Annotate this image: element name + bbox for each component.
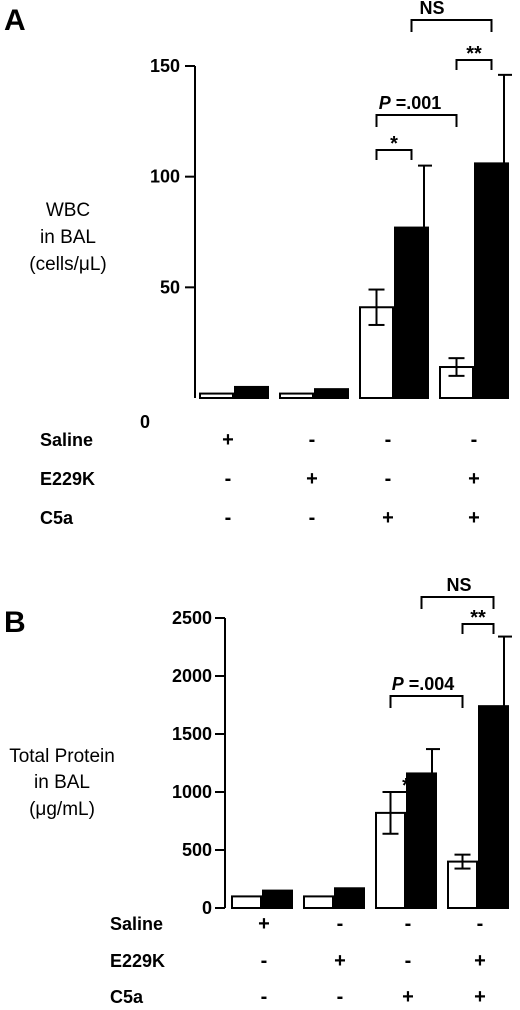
significance-bracket	[420, 596, 495, 609]
condition-label: E229K	[110, 951, 165, 971]
p-symbol: P	[379, 93, 392, 113]
p-value: =.001	[391, 93, 442, 113]
y-axis-label: in BAL	[40, 227, 96, 248]
bar	[279, 392, 314, 400]
ns-label: NS	[419, 0, 444, 18]
condition-sign: -	[225, 507, 232, 529]
condition-sign: -	[309, 429, 316, 451]
condition-sign: -	[385, 429, 392, 451]
condition-sign: -	[261, 986, 268, 1008]
y-tick-label: 2500	[172, 608, 212, 628]
significance-bracket	[375, 149, 413, 160]
condition-sign: +	[306, 468, 318, 490]
condition-sign: -	[337, 986, 344, 1008]
condition-sign: -	[405, 913, 412, 935]
significance-bracket	[389, 791, 423, 802]
condition-sign: +	[402, 986, 414, 1008]
condition-sign: -	[471, 429, 478, 451]
significance-bracket	[389, 695, 464, 708]
bar	[234, 385, 269, 399]
condition-label: C5a	[40, 508, 74, 528]
ns-label: NS	[446, 575, 471, 595]
bar	[314, 388, 349, 400]
bar	[478, 705, 509, 909]
significance-star: **	[470, 607, 486, 629]
condition-sign: +	[382, 507, 394, 529]
condition-sign: -	[261, 950, 268, 972]
y-tick-label: 0	[140, 412, 150, 432]
significance-bracket	[461, 623, 495, 634]
condition-sign: +	[468, 468, 480, 490]
bar	[474, 162, 509, 399]
condition-sign: +	[474, 950, 486, 972]
condition-sign: +	[258, 913, 270, 935]
significance-star: *	[402, 775, 410, 797]
condition-sign: -	[337, 913, 344, 935]
condition-sign: +	[334, 950, 346, 972]
significance-bracket	[375, 114, 458, 127]
y-axis-label: (μg/mL)	[29, 799, 95, 820]
condition-sign: +	[468, 507, 480, 529]
y-tick-label: 2000	[172, 666, 212, 686]
y-tick-label: 500	[182, 840, 212, 860]
bar	[303, 895, 334, 910]
y-axis-label: WBC	[46, 200, 90, 221]
y-axis-label: Total Protein	[9, 746, 115, 767]
bar	[199, 392, 234, 400]
p-symbol: P	[392, 674, 405, 694]
p-value-label: P =.004	[392, 674, 455, 694]
y-axis-label: in BAL	[34, 772, 90, 793]
significance-bracket	[455, 59, 493, 70]
y-axis-label: (cells/μL)	[29, 254, 106, 275]
y-tick-label: 50	[160, 277, 180, 297]
p-value-label: P =.001	[379, 93, 442, 113]
condition-sign: -	[405, 950, 412, 972]
bar	[231, 895, 262, 910]
significance-star: **	[466, 43, 482, 65]
significance-star: *	[390, 133, 398, 155]
condition-label: Saline	[40, 430, 93, 450]
y-tick-label: 0	[202, 898, 212, 918]
p-value: =.004	[404, 674, 455, 694]
bar	[394, 226, 429, 399]
condition-sign: -	[477, 913, 484, 935]
chart-panel-A: A WBC in BAL (cells/μL) 0 50 100 150 Saline + - - - E…	[4, 0, 512, 529]
condition-sign: -	[225, 468, 232, 490]
bar	[262, 889, 293, 909]
y-tick-label: 100	[150, 167, 180, 187]
panel-letter: A	[4, 4, 26, 37]
condition-label: E229K	[40, 469, 95, 489]
condition-label: Saline	[110, 914, 163, 934]
y-tick-label: 1500	[172, 724, 212, 744]
bar	[334, 887, 365, 910]
significance-bracket	[410, 19, 493, 32]
condition-sign: +	[222, 429, 234, 451]
condition-sign: -	[385, 468, 392, 490]
panel-letter: B	[4, 606, 26, 639]
chart-panel-B: B Total Protein in BAL (μg/mL) 0 500 1000 1500 2…	[4, 575, 512, 1008]
condition-sign: +	[474, 986, 486, 1008]
y-tick-label: 1000	[172, 782, 212, 802]
condition-sign: -	[309, 507, 316, 529]
y-tick-label: 150	[150, 56, 180, 76]
condition-label: C5a	[110, 987, 144, 1007]
